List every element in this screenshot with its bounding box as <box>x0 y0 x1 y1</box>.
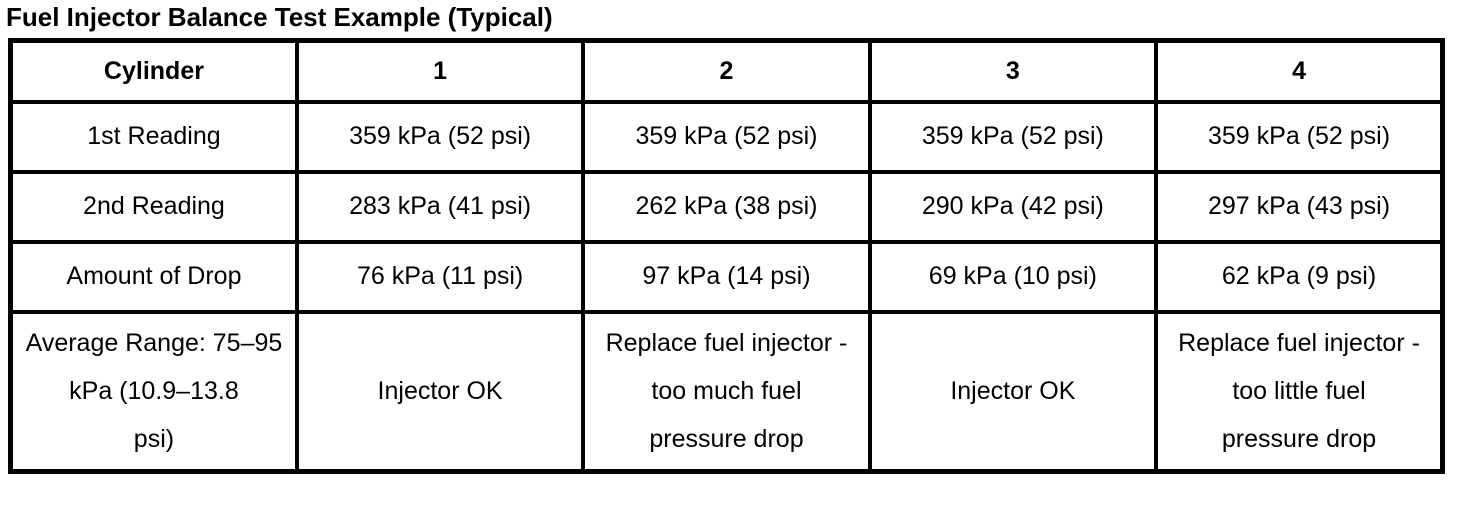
row-label-second-reading: 2nd Reading <box>8 169 299 244</box>
header-cell-cyl4: 4 <box>1154 38 1445 104</box>
cell-second-reading-cyl4: 297 kPa (43 psi) <box>1154 169 1445 244</box>
header-cell-cyl2: 2 <box>581 38 872 104</box>
cell-amount-of-drop-cyl3: 69 kPa (10 psi) <box>867 239 1159 314</box>
cell-first-reading-cyl4: 359 kPa (52 psi) <box>1154 99 1445 174</box>
cell-result-cyl4: Replace fuel injector - too little fuel … <box>1154 309 1445 474</box>
row-first-reading: 1st Reading 359 kPa (52 psi) 359 kPa (52… <box>8 99 1445 174</box>
cell-result-cyl3: Injector OK <box>867 309 1159 474</box>
cell-second-reading-cyl3: 290 kPa (42 psi) <box>867 169 1159 244</box>
header-cell-cyl1: 1 <box>294 38 586 104</box>
cell-second-reading-cyl1: 283 kPa (41 psi) <box>294 169 586 244</box>
cell-first-reading-cyl2: 359 kPa (52 psi) <box>581 99 872 174</box>
cell-amount-of-drop-cyl4: 62 kPa (9 psi) <box>1154 239 1445 314</box>
header-cell-cylinder: Cylinder <box>8 38 299 104</box>
cell-second-reading-cyl2: 262 kPa (38 psi) <box>581 169 872 244</box>
page-title: Fuel Injector Balance Test Example (Typi… <box>6 2 553 32</box>
row-second-reading: 2nd Reading 283 kPa (41 psi) 262 kPa (38… <box>8 169 1445 244</box>
cell-first-reading-cyl1: 359 kPa (52 psi) <box>294 99 586 174</box>
cell-result-cyl2: Replace fuel injector - too much fuel pr… <box>581 309 872 474</box>
row-label-average-range: Average Range: 75–95 kPa (10.9–13.8 psi) <box>8 309 299 474</box>
row-label-amount-of-drop: Amount of Drop <box>8 239 299 314</box>
cell-result-cyl1: Injector OK <box>294 309 586 474</box>
row-amount-of-drop: Amount of Drop 76 kPa (11 psi) 97 kPa (1… <box>8 239 1445 314</box>
fuel-injector-balance-table: Cylinder 1 2 3 4 1st Reading 359 kPa (52… <box>8 38 1445 474</box>
cell-amount-of-drop-cyl2: 97 kPa (14 psi) <box>581 239 872 314</box>
cell-first-reading-cyl3: 359 kPa (52 psi) <box>867 99 1159 174</box>
header-cell-cyl3: 3 <box>867 38 1159 104</box>
cell-amount-of-drop-cyl1: 76 kPa (11 psi) <box>294 239 586 314</box>
header-row: Cylinder 1 2 3 4 <box>8 38 1445 104</box>
row-average-range-result: Average Range: 75–95 kPa (10.9–13.8 psi)… <box>8 309 1445 474</box>
row-label-first-reading: 1st Reading <box>8 99 299 174</box>
